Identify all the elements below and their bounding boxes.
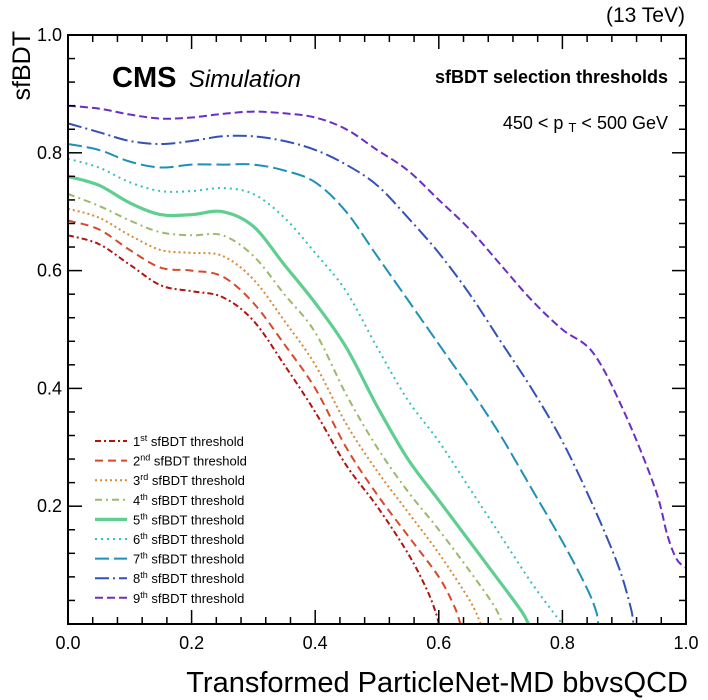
legend-label-1: 1st sfBDT threshold [133, 433, 244, 449]
plot-frame [67, 34, 687, 625]
legend-label-4: 4th sfBDT threshold [133, 492, 244, 508]
cms-label: CMS Simulation [112, 62, 301, 94]
x-tick-label: 0.4 [303, 633, 328, 653]
threshold-curve-6 [67, 157, 564, 625]
pt-range-label: 450 < p T < 500 GeV [503, 113, 668, 135]
threshold-curve-7 [67, 143, 600, 625]
experiment-name: CMS [112, 62, 176, 94]
pt-range-low: 450 [503, 113, 533, 133]
pt-range-high: 500 GeV [597, 113, 668, 133]
y-axis-title: sfBDT [8, 31, 36, 100]
legend-label-2: 2nd sfBDT threshold [133, 453, 247, 469]
y-tick-label: 0.2 [37, 496, 62, 516]
legend-label-5: 5th sfBDT threshold [133, 511, 244, 527]
legend-label-6: 6th sfBDT threshold [133, 531, 244, 547]
threshold-curve-8 [67, 122, 635, 625]
x-tick-label: 0.8 [550, 633, 575, 653]
tick-layer [67, 34, 687, 625]
legend: 1st sfBDT threshold 2nd sfBDT threshold 3r… [95, 433, 247, 606]
tick-label-layer: 0.0 0.2 0.4 0.6 0.8 1.0 0.2 0.4 0.6 0.8 1.0 [37, 25, 699, 653]
pt-var: p [553, 113, 563, 133]
legend-label-9: 9th sfBDT threshold [133, 590, 244, 606]
x-tick-label: 0.0 [55, 633, 80, 653]
chart-title: sfBDT selection thresholds [435, 67, 668, 87]
threshold-curve-2 [67, 219, 462, 625]
x-tick-label: 0.2 [179, 633, 204, 653]
threshold-curve-4 [67, 193, 504, 625]
x-axis-title: Transformed ParticleNet-MD bbvsQCD [186, 667, 688, 699]
x-tick-label: 0.6 [426, 633, 451, 653]
less-than-2: < [581, 113, 597, 133]
threshold-curve-1 [67, 234, 440, 625]
x-tick-label: 1.0 [673, 633, 698, 653]
experiment-suffix: Simulation [189, 66, 301, 93]
less-than-1: < [538, 113, 554, 133]
y-tick-label: 0.4 [37, 378, 62, 398]
threshold-curve-5 [67, 174, 530, 625]
pt-sub: T [568, 120, 576, 135]
y-tick-label: 0.8 [37, 143, 62, 163]
threshold-curve-3 [67, 207, 482, 625]
y-tick-label: 1.0 [37, 25, 62, 45]
legend-label-8: 8th sfBDT threshold [133, 570, 244, 586]
curve-layer [67, 104, 687, 625]
energy-label: (13 TeV) [606, 4, 685, 27]
legend-label-3: 3rd sfBDT threshold [133, 472, 245, 488]
y-tick-label: 0.6 [37, 261, 62, 281]
legend-label-7: 7th sfBDT threshold [133, 551, 244, 567]
